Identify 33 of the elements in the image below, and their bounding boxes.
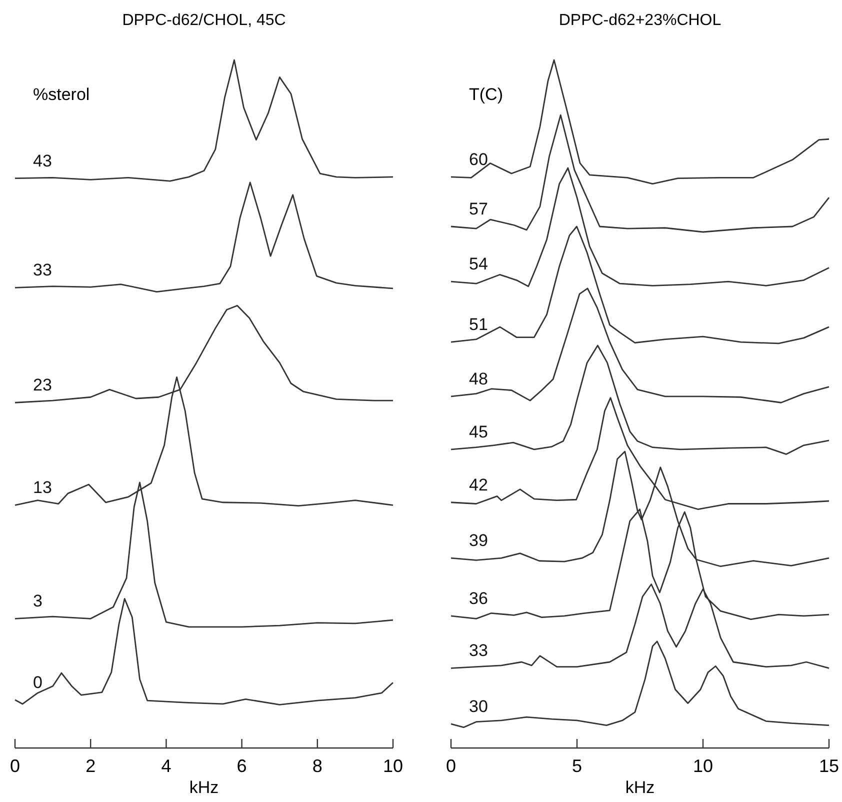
x-tick-label: 5 bbox=[572, 756, 582, 776]
x-axis-title: kHz bbox=[625, 778, 655, 797]
series-label: 33 bbox=[469, 641, 488, 660]
x-tick-label: 2 bbox=[86, 756, 96, 776]
x-tick-label: 10 bbox=[692, 756, 714, 776]
x-tick-label: 4 bbox=[161, 756, 172, 776]
x-tick-label: 0 bbox=[446, 756, 456, 776]
x-tick-label: 8 bbox=[312, 756, 322, 776]
series-label: 39 bbox=[469, 531, 488, 550]
series-label: 3 bbox=[33, 592, 42, 611]
x-tick-label: 15 bbox=[818, 756, 840, 776]
chart-title: DPPC-d62/CHOL, 45C bbox=[122, 12, 286, 29]
series-label: 13 bbox=[33, 478, 52, 498]
x-tick-label: 0 bbox=[10, 756, 20, 776]
series-label: 43 bbox=[33, 151, 52, 170]
legend-title: %sterol bbox=[33, 85, 90, 104]
series-label: 57 bbox=[469, 199, 488, 218]
series-label: 51 bbox=[469, 315, 488, 334]
series-label: 0 bbox=[33, 672, 42, 692]
x-tick-label: 10 bbox=[382, 756, 404, 776]
series-label: 60 bbox=[469, 150, 488, 169]
series-label: 42 bbox=[469, 475, 488, 494]
series-label: 54 bbox=[469, 254, 488, 274]
series-label: 33 bbox=[33, 260, 52, 280]
x-tick-label: 6 bbox=[236, 756, 247, 776]
legend-title: T(C) bbox=[469, 85, 503, 104]
series-label: 30 bbox=[469, 696, 488, 716]
x-axis-title: kHz bbox=[189, 778, 219, 797]
chart-title: DPPC-d62+23%CHOL bbox=[558, 12, 722, 29]
series-label: 23 bbox=[33, 376, 52, 395]
series-label: 45 bbox=[469, 422, 488, 442]
series-label: 36 bbox=[469, 588, 488, 608]
series-label: 48 bbox=[469, 369, 488, 388]
